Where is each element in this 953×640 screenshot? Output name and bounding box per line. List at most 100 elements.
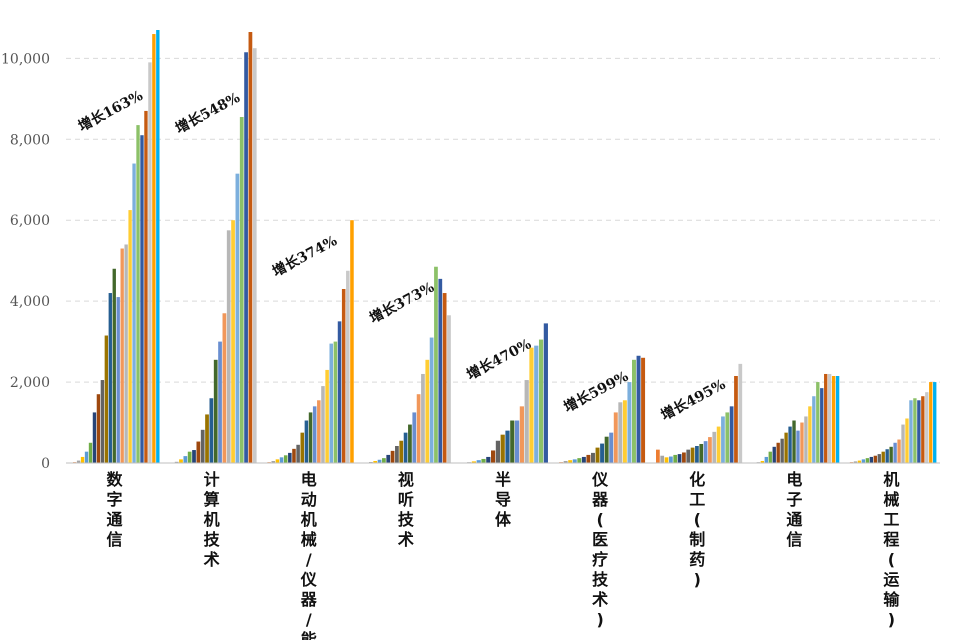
bar: [442, 293, 447, 463]
bar: [192, 450, 196, 463]
bar: [213, 359, 218, 463]
bar: [613, 412, 618, 463]
category-label-char: 工: [689, 490, 705, 509]
bar: [828, 373, 832, 463]
bar: [764, 456, 768, 463]
bar: [231, 220, 235, 463]
bar: [96, 394, 101, 463]
bar: [505, 430, 510, 463]
bar: [218, 341, 222, 463]
category-label-char: 药: [689, 550, 705, 569]
bar: [881, 451, 885, 463]
bar: [641, 357, 646, 463]
bar: [690, 447, 695, 463]
bar-group: [656, 363, 743, 463]
bar: [673, 454, 678, 463]
bar: [695, 446, 699, 463]
gridlines: [66, 57, 940, 383]
bar: [897, 439, 901, 463]
bar: [796, 430, 800, 463]
bar: [312, 406, 317, 463]
bar-group: [849, 382, 937, 463]
bar: [275, 459, 280, 463]
bar: [491, 450, 496, 463]
bar: [333, 341, 338, 463]
bar: [534, 345, 539, 463]
growth-annotation: 增长374%: [270, 232, 340, 280]
category-label-char: 导: [495, 490, 511, 509]
bar: [563, 460, 568, 463]
bar: [486, 456, 491, 463]
growth-annotation: 增长548%: [172, 89, 242, 137]
category-label: 半导体: [495, 470, 512, 529]
category-label-char: 仪: [300, 570, 318, 589]
bar: [239, 117, 244, 463]
growth-annotation: 增长373%: [367, 279, 437, 327]
bar: [447, 315, 451, 463]
bar: [933, 382, 937, 463]
bar: [183, 456, 188, 463]
bar: [572, 459, 577, 463]
bar: [669, 456, 673, 463]
category-label-char: 技: [592, 570, 609, 589]
bar: [476, 460, 481, 463]
bar: [279, 457, 284, 463]
category-label-char: ): [596, 610, 603, 629]
bar: [816, 382, 820, 463]
bar: [609, 432, 614, 463]
bar: [209, 398, 214, 463]
bar: [283, 455, 288, 463]
x-axis: 数字通信计算机技术电动机械/仪器/能源视听技术半导体仪器(医疗技术)化工(制药)…: [66, 462, 940, 640]
bar: [568, 460, 573, 463]
bar: [346, 270, 350, 463]
bar: [136, 125, 140, 463]
category-label-char: 半: [495, 470, 511, 489]
bar: [604, 436, 609, 463]
bar: [386, 454, 391, 463]
category-label-char: 输: [883, 590, 900, 609]
bar: [929, 382, 933, 463]
category-label-char: (: [888, 550, 895, 569]
bar: [824, 373, 828, 463]
y-tick-label: 0: [41, 456, 50, 472]
growth-annotation: 增长163%: [75, 87, 145, 135]
bar-group: [364, 266, 451, 463]
bar: [905, 418, 909, 463]
y-tick-label: 6,000: [10, 213, 50, 229]
bar: [403, 432, 408, 463]
bar: [292, 448, 296, 463]
bar: [112, 268, 116, 463]
bar: [721, 416, 725, 463]
bar: [586, 454, 591, 463]
category-label-char: 技: [204, 530, 221, 549]
bar: [471, 461, 477, 463]
bar: [865, 458, 870, 463]
bar: [140, 135, 144, 463]
category-label-char: 信: [107, 530, 123, 549]
category-label-char: 术: [203, 550, 220, 569]
bar: [222, 313, 227, 463]
category-label-char: 子: [786, 490, 802, 509]
bar: [853, 461, 858, 463]
bar: [857, 460, 862, 463]
bar: [156, 30, 160, 463]
bar: [792, 420, 796, 463]
category-label-char: 电: [786, 470, 802, 489]
category-label-char: 运: [883, 570, 899, 589]
bar: [421, 373, 425, 463]
bar: [425, 359, 430, 463]
bar: [784, 432, 788, 463]
category-label: 化工(制药): [689, 470, 705, 589]
bar: [88, 442, 93, 463]
category-label-char: 化: [689, 470, 705, 489]
bar: [519, 406, 524, 463]
category-label: 计算机技术: [203, 470, 221, 569]
category-label-char: /: [306, 610, 312, 629]
bar: [481, 458, 486, 463]
bar: [187, 451, 192, 463]
bar: [434, 266, 438, 463]
bar: [703, 441, 708, 463]
bar: [869, 456, 874, 463]
bar: [350, 220, 354, 463]
